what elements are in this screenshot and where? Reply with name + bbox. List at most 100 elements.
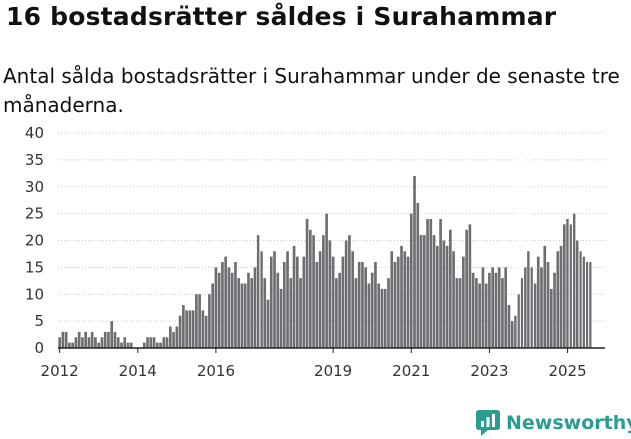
bar (178, 315, 182, 348)
bar (282, 262, 286, 348)
bar (575, 240, 579, 348)
bar (263, 278, 267, 348)
bar (208, 294, 211, 348)
bar (390, 251, 394, 348)
y-tick-label: 5 (34, 312, 44, 330)
x-tick-label: 2014 (119, 362, 157, 380)
bar (380, 288, 384, 348)
bar (100, 337, 104, 348)
bar (113, 331, 117, 348)
bar (409, 213, 413, 348)
bar (126, 342, 130, 348)
y-tick-label: 10 (25, 285, 44, 303)
bar (234, 262, 237, 348)
bar (556, 251, 560, 348)
bar (243, 283, 247, 348)
x-tick-label: 2021 (392, 362, 430, 380)
bar (475, 278, 478, 348)
bar (589, 262, 592, 348)
y-tick-label: 25 (25, 205, 44, 223)
bar (97, 342, 101, 348)
bar (338, 272, 341, 348)
bar (462, 256, 465, 348)
bar (204, 315, 208, 348)
bar (351, 251, 354, 348)
bar (549, 288, 553, 348)
y-tick-label: 0 (34, 339, 44, 357)
newsworthy-logo-icon (476, 410, 500, 436)
bar (305, 219, 309, 348)
bar (585, 262, 589, 348)
bar (582, 256, 586, 348)
x-tick-label: 2025 (548, 362, 586, 380)
bar (123, 337, 127, 348)
bar (240, 283, 244, 348)
bar (572, 213, 576, 348)
bar (497, 267, 501, 348)
bar (370, 272, 374, 348)
bar (185, 310, 188, 348)
bar (514, 315, 517, 348)
bar (211, 283, 214, 348)
bar (478, 283, 481, 348)
bar (452, 251, 455, 348)
y-tick-label: 35 (25, 151, 44, 169)
bar (488, 272, 491, 348)
x-tick-label: 2019 (314, 362, 352, 380)
bar (94, 337, 97, 348)
highlight-data-label: 16 (589, 120, 608, 124)
bar (501, 278, 504, 348)
newsworthy-logo: Newsworthy (476, 408, 631, 438)
bar (426, 219, 429, 348)
y-tick-label: 20 (25, 232, 44, 250)
bar (419, 235, 423, 348)
bar (302, 256, 306, 348)
bar (361, 262, 364, 348)
bar (103, 331, 107, 348)
bar (344, 240, 348, 348)
bar (468, 224, 472, 348)
bar (465, 229, 468, 348)
bar (87, 337, 91, 348)
bar (442, 240, 446, 348)
bar (172, 331, 175, 348)
bar (162, 337, 166, 348)
bar (413, 176, 416, 348)
bar (432, 235, 436, 348)
bar (540, 267, 543, 348)
bar (152, 337, 156, 348)
bar (315, 262, 319, 348)
bar (543, 245, 547, 348)
bar (74, 337, 78, 348)
bar (357, 262, 361, 348)
bar (64, 331, 68, 348)
bar (517, 294, 521, 348)
bar (84, 331, 88, 348)
bar (269, 256, 273, 348)
bar (579, 251, 582, 348)
bar (149, 337, 153, 348)
bar (331, 256, 335, 348)
bar (510, 321, 514, 348)
bar (569, 224, 573, 348)
bar (292, 245, 296, 348)
x-tick-label: 2016 (197, 362, 235, 380)
chart-subtitle: Antal sålda bostadsrätter i Surahammar u… (3, 64, 620, 117)
bar (566, 219, 569, 348)
bar (68, 342, 71, 348)
bar (494, 272, 498, 348)
bar (354, 278, 358, 348)
bar (364, 267, 368, 348)
bar (81, 337, 84, 348)
y-tick-label: 40 (25, 124, 44, 142)
bar (221, 262, 224, 348)
bar (247, 272, 250, 348)
bar (396, 256, 400, 348)
bar (507, 305, 511, 348)
bar (107, 331, 110, 348)
bar (422, 235, 426, 348)
bar (341, 256, 345, 348)
bar (142, 342, 146, 348)
bar (165, 337, 169, 348)
